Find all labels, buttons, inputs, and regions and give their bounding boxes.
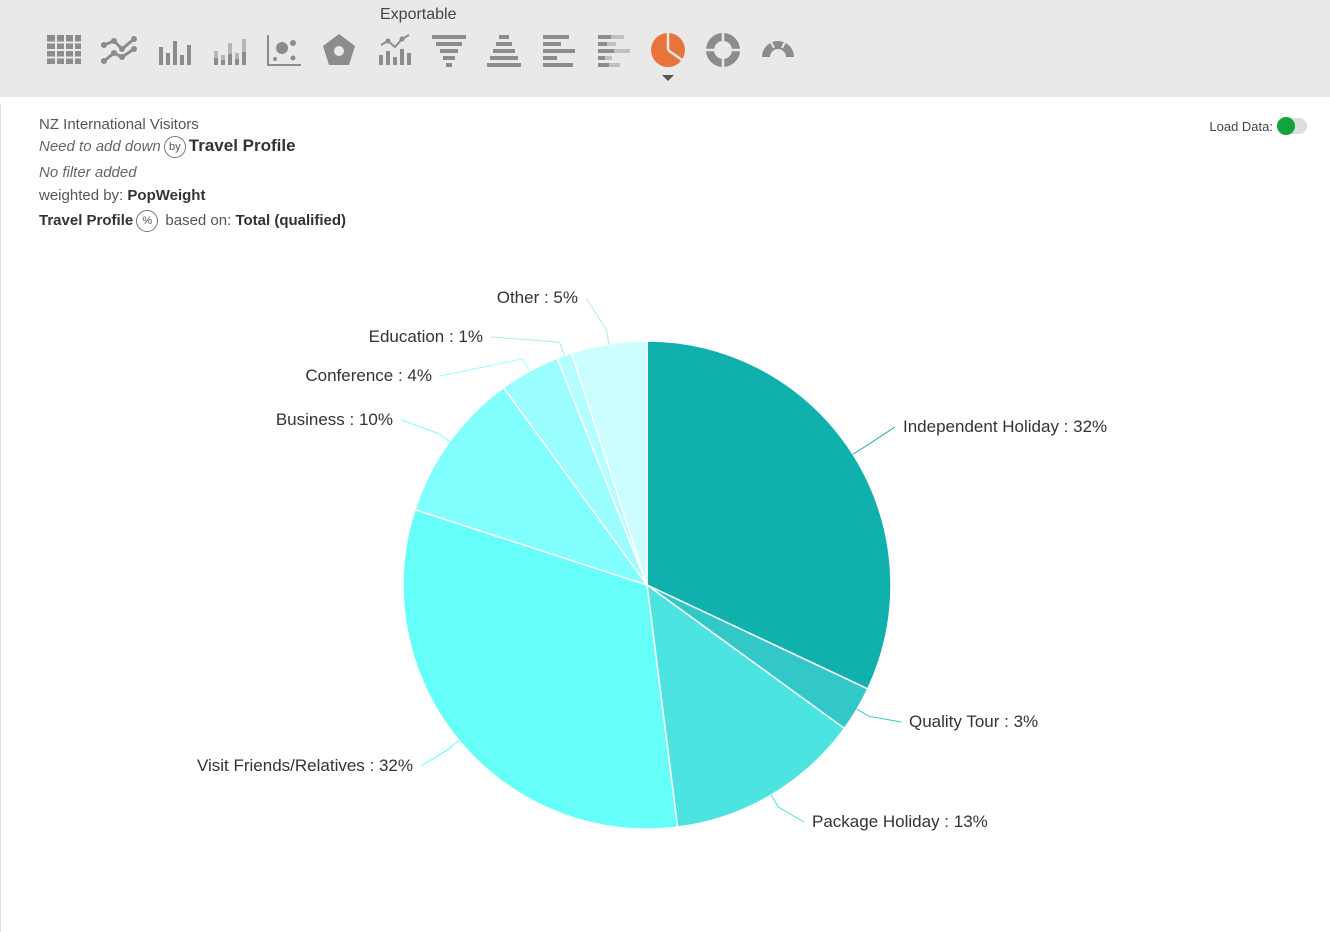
filter-text[interactable]: No filter added [39, 164, 137, 181]
pyramid-chart-icon[interactable] [484, 30, 524, 70]
horizontal-bar-chart-icon[interactable] [539, 30, 579, 70]
label-connector-business [400, 419, 450, 442]
percent-badge-icon[interactable]: % [136, 210, 159, 232]
percent-variable[interactable]: Travel Profile [39, 211, 134, 229]
table-icon[interactable] [44, 30, 84, 70]
need-down-text: Need to add down [39, 138, 161, 155]
percent-row: Travel Profile% based on: Total (qualifi… [39, 210, 346, 232]
weighted-row: weighted by: PopWeight [39, 187, 205, 204]
label-connector-other [585, 297, 610, 345]
pie-chart-icon[interactable] [648, 30, 688, 70]
load-data-control: Load Data: [1209, 117, 1307, 135]
donut-chart-icon[interactable] [703, 30, 743, 70]
line-chart-icon[interactable] [99, 30, 139, 70]
based-value[interactable]: Total (qualified) [235, 211, 346, 229]
chart-type-toolbar: Exportable [0, 0, 1330, 97]
label-connector-conference [439, 358, 530, 377]
load-data-toggle-knob [1277, 117, 1295, 135]
down-row: Need to add down by Travel Profile [39, 136, 296, 159]
radar-chart-icon[interactable] [319, 30, 359, 70]
pie-label-package-holiday: Package Holiday : 13% [812, 812, 988, 831]
pie-label-visit-friends-relatives: Visit Friends/Relatives : 32% [197, 756, 413, 775]
weighted-prefix: weighted by: [39, 187, 124, 204]
load-data-label: Load Data: [1209, 118, 1273, 134]
pie-label-conference: Conference : 4% [305, 366, 432, 385]
bar-chart-icon[interactable] [154, 30, 194, 70]
exportable-label: Exportable [380, 6, 457, 23]
pie-label-education: Education : 1% [369, 327, 483, 346]
pie-label-independent-holiday: Independent Holiday : 32% [903, 417, 1107, 436]
label-connector-quality-tour [856, 708, 902, 723]
pie-label-quality-tour: Quality Tour : 3% [909, 712, 1038, 731]
pie-label-business: Business : 10% [276, 410, 393, 429]
label-connector-education [490, 336, 565, 356]
funnel-chart-icon[interactable] [429, 30, 469, 70]
gauge-chart-icon[interactable] [758, 30, 798, 70]
dataset-name: NZ International Visitors [39, 116, 199, 133]
active-chart-caret-icon [662, 75, 674, 81]
horizontal-stacked-bar-icon[interactable] [594, 30, 634, 70]
pie-label-other: Other : 5% [497, 288, 578, 307]
stacked-bar-chart-icon[interactable] [209, 30, 249, 70]
by-badge-icon[interactable]: by [163, 136, 186, 159]
based-prefix: based on: [165, 211, 232, 229]
label-connector-independent-holiday [852, 426, 896, 455]
label-connector-package-holiday [770, 794, 805, 823]
weighted-value[interactable]: PopWeight [127, 187, 206, 204]
scatter-chart-icon[interactable] [264, 30, 304, 70]
combo-chart-icon[interactable] [374, 30, 414, 70]
load-data-toggle[interactable] [1277, 117, 1307, 135]
label-connector-visit-friends-relatives [420, 740, 460, 767]
by-variable[interactable]: Travel Profile [188, 136, 296, 155]
